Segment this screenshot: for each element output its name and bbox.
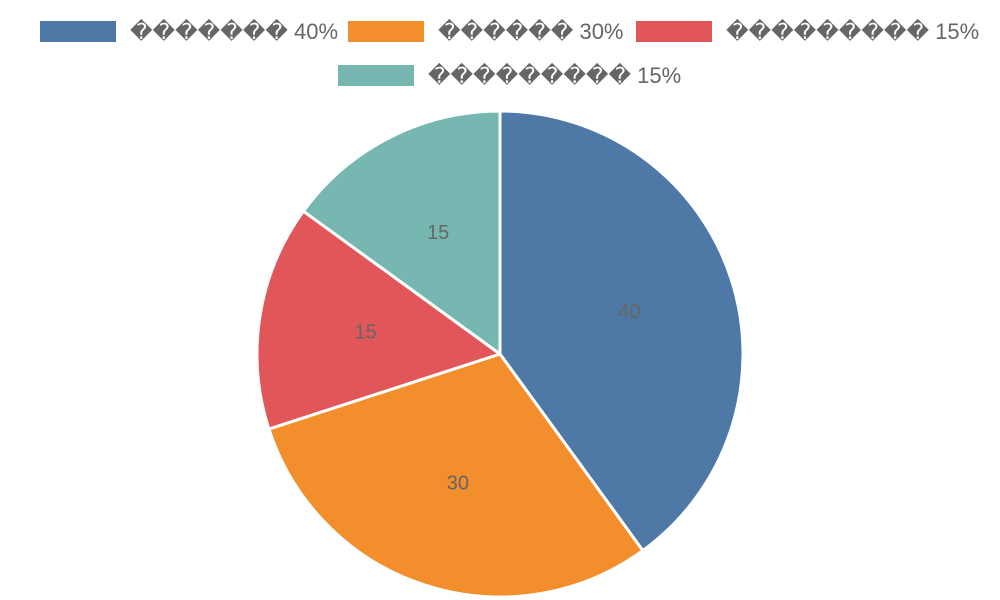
- legend-swatch-3: [636, 21, 712, 42]
- legend-label-1: ������� 40%: [130, 18, 338, 44]
- pie-slices: [255, 109, 745, 599]
- legend-label-4: ��������� 15%: [428, 62, 681, 88]
- legend-label-3: ��������� 15%: [726, 18, 979, 44]
- pie-slice-labels: 40 30 15 15: [354, 222, 640, 495]
- slice-value-label-4: 15: [427, 222, 449, 244]
- pie-slice-4[interactable]: [301, 109, 502, 356]
- slice-value-label-1: 40: [618, 301, 640, 323]
- legend-swatch-2: [348, 21, 424, 42]
- slice-value-label-3: 15: [354, 322, 376, 344]
- legend-label-2: ������ 30%: [438, 18, 624, 44]
- pie-slice-3[interactable]: [255, 209, 502, 431]
- legend-item-1[interactable]: ������� 40%: [40, 18, 338, 44]
- legend-swatch-4: [338, 65, 414, 86]
- slice-value-label-2: 30: [447, 472, 469, 494]
- legend-swatch-1: [40, 21, 116, 42]
- legend: ������� 40% ������ 30% ��������� 15% ���…: [40, 18, 979, 88]
- pie-slice-1[interactable]: [498, 109, 745, 553]
- legend-item-3[interactable]: ��������� 15%: [636, 18, 979, 44]
- legend-item-4[interactable]: ��������� 15%: [338, 62, 681, 88]
- pie-slice-2[interactable]: [267, 352, 645, 599]
- legend-item-2[interactable]: ������ 30%: [348, 18, 624, 44]
